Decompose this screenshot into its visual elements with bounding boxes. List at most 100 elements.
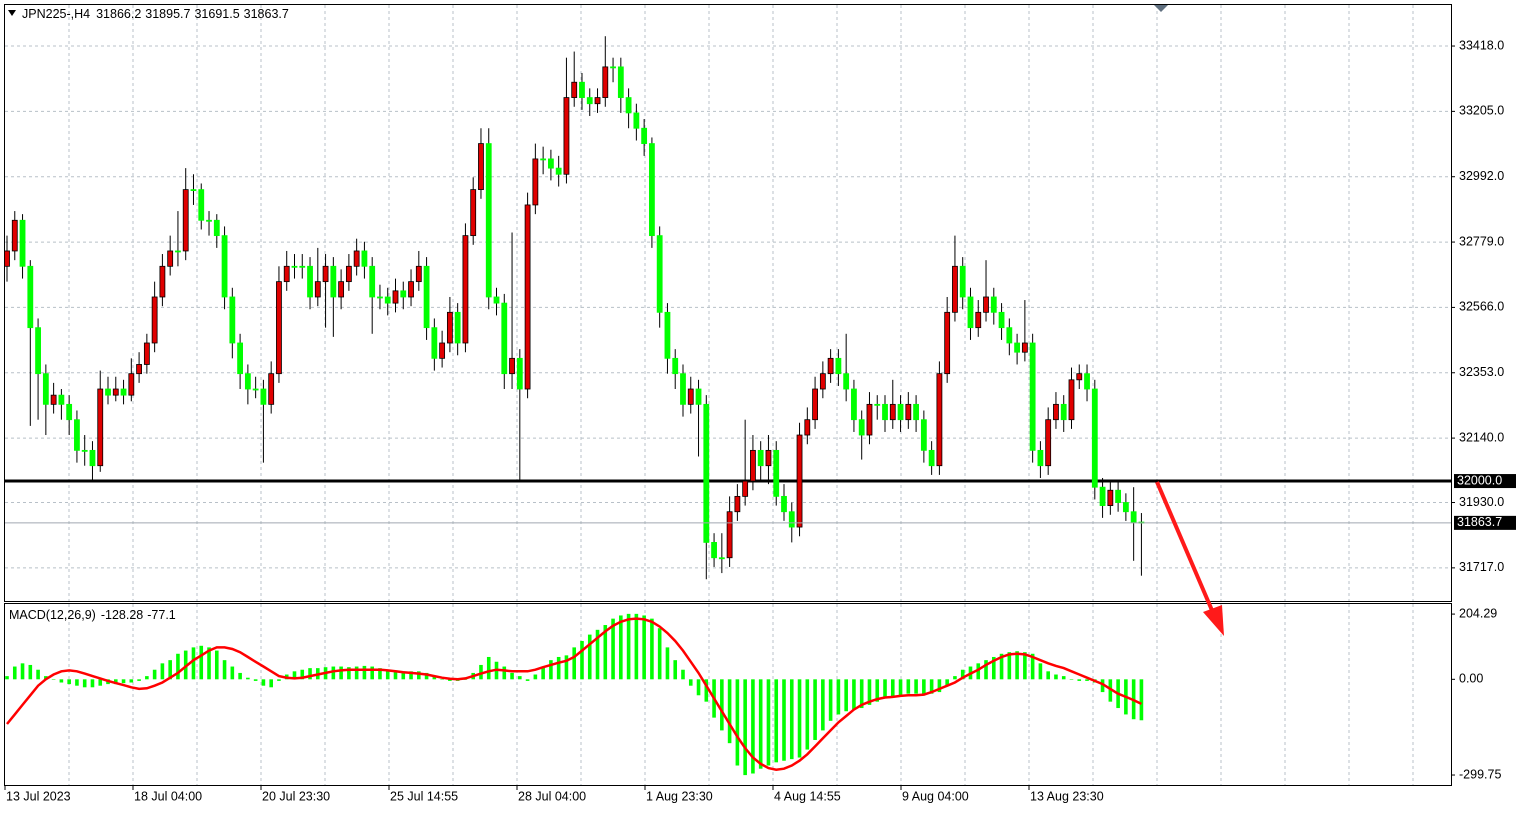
open: 31866.2 xyxy=(96,7,141,21)
macd-bar xyxy=(362,665,367,680)
candle-body xyxy=(532,158,539,206)
macd-bar xyxy=(844,679,848,712)
macd-bar xyxy=(859,679,864,709)
candle-body xyxy=(229,296,236,344)
macd-bar xyxy=(890,679,895,697)
candle-body xyxy=(610,66,616,69)
candle-body xyxy=(291,265,298,268)
candle-body xyxy=(509,357,515,375)
low: 31691.5 xyxy=(194,7,239,21)
macd-bar xyxy=(448,679,452,681)
candle-body xyxy=(952,265,958,313)
candle-body xyxy=(718,557,725,560)
candle-body xyxy=(470,189,477,237)
candle-body xyxy=(555,167,562,175)
x-tick-label: 13 Jul 2023 xyxy=(6,789,71,803)
candle-body xyxy=(586,97,593,105)
y-tick-label: 32992.0 xyxy=(1459,169,1504,183)
candle-body xyxy=(89,449,96,467)
macd-bar xyxy=(331,666,336,680)
candle-body xyxy=(330,265,337,298)
macd-bar xyxy=(152,669,157,680)
chart-title: JPN225-,H4 31866.2 31895.7 31691.5 31863.7 xyxy=(22,7,289,21)
macd-bar xyxy=(432,676,437,680)
menu-triangle[interactable] xyxy=(8,10,16,16)
macd-bar xyxy=(704,679,709,702)
macd-bar xyxy=(20,663,25,680)
macd-bar xyxy=(727,679,732,744)
y-tick-label: 33418.0 xyxy=(1459,38,1504,52)
macd-bar xyxy=(1069,679,1074,680)
candle-body xyxy=(392,290,399,304)
candle-body xyxy=(454,311,461,344)
macd-bar xyxy=(587,634,592,680)
macd-bar xyxy=(595,629,600,680)
macd-bar xyxy=(688,679,693,686)
macd-bar xyxy=(673,660,678,680)
candle-body xyxy=(66,403,73,421)
macd-bar xyxy=(191,647,196,680)
macd-bar xyxy=(774,679,779,763)
macd-bar xyxy=(440,679,444,680)
candle-body xyxy=(967,296,974,329)
macd-bar xyxy=(1100,679,1105,693)
macd-bar xyxy=(44,676,48,680)
candle-body xyxy=(338,281,345,298)
macd-bar xyxy=(385,669,390,680)
candle-body xyxy=(672,357,679,375)
candle-body xyxy=(182,189,189,252)
candle-body xyxy=(726,511,733,559)
macd-bar xyxy=(1085,679,1089,681)
macd-bar xyxy=(424,672,429,680)
macd-bar xyxy=(805,679,810,750)
macd-bar xyxy=(409,671,413,680)
macd-bar xyxy=(556,656,561,680)
candle-body xyxy=(27,265,34,329)
candle-body xyxy=(307,265,313,298)
candle-body xyxy=(439,342,446,359)
y-tick-label: 204.29 xyxy=(1459,606,1497,620)
macd-bar xyxy=(914,679,918,694)
macd-bar xyxy=(1015,651,1019,680)
macd-signal: -77.1 xyxy=(147,608,176,622)
candle-body xyxy=(260,388,267,405)
indicator: MACD(12,26,9) xyxy=(9,608,96,622)
macd-bar xyxy=(960,669,965,680)
macd-bar xyxy=(292,671,297,680)
macd-bar xyxy=(789,679,794,760)
price-label: 31863.7 xyxy=(1457,515,1502,529)
price-label-box xyxy=(1454,515,1516,530)
level-label-box xyxy=(1454,474,1516,489)
candle-body xyxy=(1029,342,1036,451)
macd-bar xyxy=(580,640,584,680)
macd-bar xyxy=(976,663,981,680)
candle-body xyxy=(742,480,749,497)
macd-bar xyxy=(572,647,577,680)
candle-body xyxy=(501,302,508,375)
candle-body xyxy=(345,265,352,283)
shift-marker[interactable] xyxy=(1154,5,1168,12)
y-tick-label: 31717.0 xyxy=(1459,560,1504,574)
x-tick-label: 9 Aug 04:00 xyxy=(902,789,969,803)
y-tick-label: 33205.0 xyxy=(1459,104,1504,118)
candle-body xyxy=(983,296,989,313)
close: 31863.7 xyxy=(244,7,289,21)
x-tick-label: 20 Jul 23:30 xyxy=(262,789,330,803)
macd-bar xyxy=(486,656,491,680)
macd-bar xyxy=(75,679,79,686)
candle-body xyxy=(602,66,609,98)
candle-body xyxy=(750,449,756,482)
candle-body xyxy=(446,311,453,344)
candle-body xyxy=(944,311,951,375)
candle-body xyxy=(252,388,259,391)
candle-body xyxy=(897,403,904,421)
macd-bar xyxy=(417,671,421,680)
candle-body xyxy=(827,357,834,375)
candle-body xyxy=(4,250,10,267)
candle-body xyxy=(757,449,764,467)
candle-body xyxy=(384,296,391,304)
candle-body xyxy=(843,373,850,390)
candle-body xyxy=(540,158,547,161)
macd-bar xyxy=(5,676,9,680)
